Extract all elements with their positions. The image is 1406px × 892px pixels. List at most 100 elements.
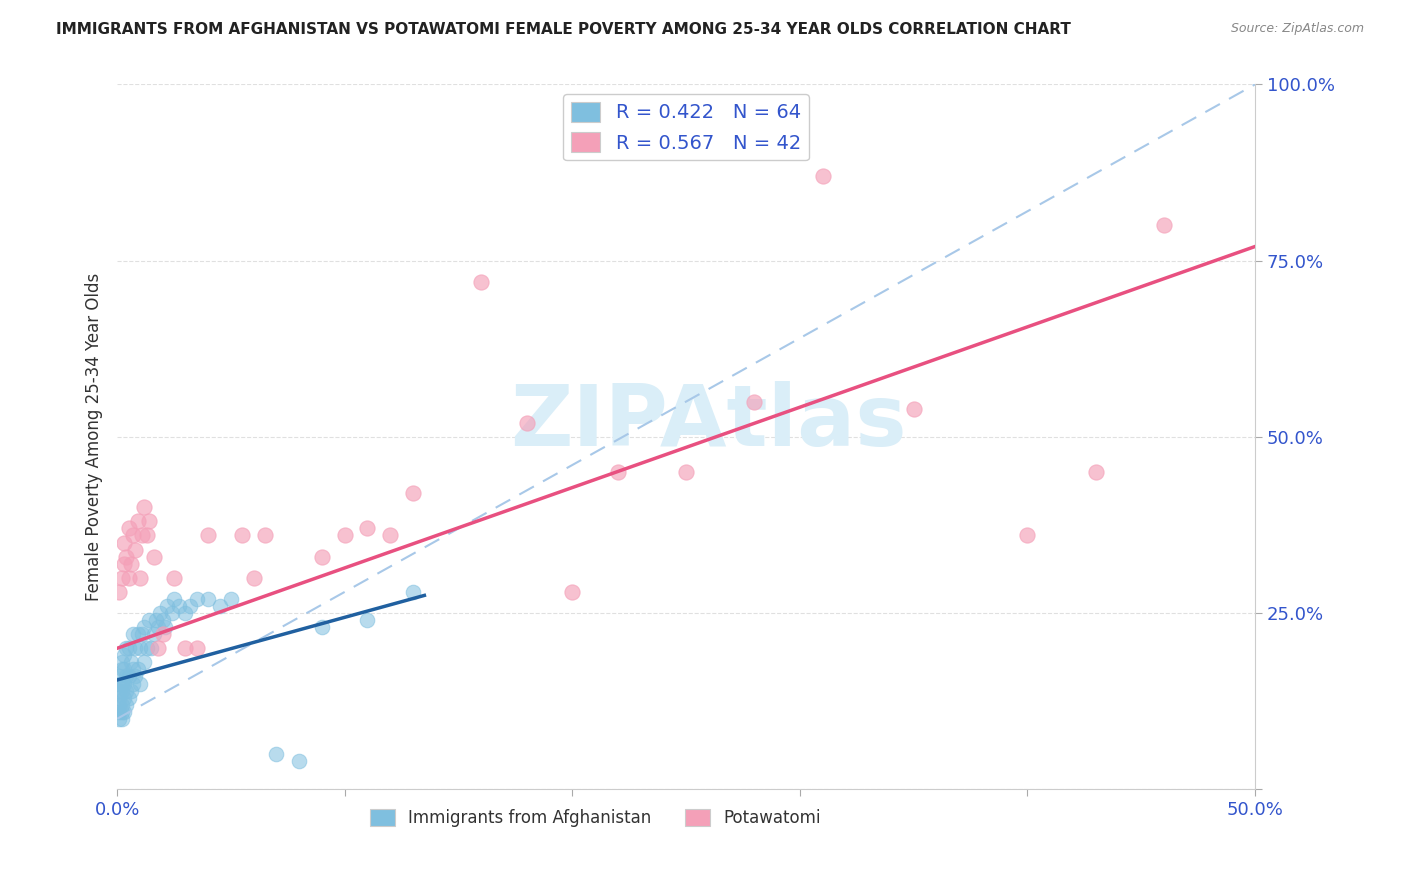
Point [120, 683, 142, 698]
Point [122, 662, 145, 676]
Point [152, 613, 174, 627]
Point [108, 712, 131, 726]
Point [288, 754, 311, 768]
Point [108, 690, 131, 705]
Point [108, 705, 131, 719]
Point [111, 662, 134, 676]
Point [122, 528, 145, 542]
Point [111, 656, 134, 670]
Point [333, 528, 356, 542]
Point [380, 528, 402, 542]
Point [174, 641, 197, 656]
Point [112, 676, 135, 690]
Point [124, 669, 146, 683]
Y-axis label: Female Poverty Among 25-34 Year Olds: Female Poverty Among 25-34 Year Olds [86, 273, 103, 601]
Point [138, 613, 160, 627]
Point [1017, 528, 1039, 542]
Point [156, 599, 179, 613]
Point [115, 698, 138, 712]
Point [145, 613, 167, 627]
Point [115, 669, 138, 683]
Point [561, 585, 583, 599]
Point [470, 275, 492, 289]
Point [134, 500, 156, 515]
Point [111, 705, 134, 719]
Legend: Immigrants from Afghanistan, Potawatomi: Immigrants from Afghanistan, Potawatomi [363, 802, 827, 834]
Point [146, 641, 169, 656]
Point [174, 606, 197, 620]
Point [135, 641, 157, 656]
Point [266, 747, 288, 761]
Point [112, 662, 135, 676]
Point [149, 606, 172, 620]
Point [516, 416, 538, 430]
Point [115, 641, 138, 656]
Point [134, 656, 156, 670]
Point [111, 676, 134, 690]
Point [117, 690, 139, 705]
Point [219, 591, 242, 606]
Point [124, 641, 146, 656]
Text: IMMIGRANTS FROM AFGHANISTAN VS POTAWATOMI FEMALE POVERTY AMONG 25-34 YEAR OLDS C: IMMIGRANTS FROM AFGHANISTAN VS POTAWATOM… [56, 22, 1071, 37]
Point [141, 641, 163, 656]
Point [152, 627, 174, 641]
Point [135, 528, 157, 542]
Text: Source: ZipAtlas.com: Source: ZipAtlas.com [1230, 22, 1364, 36]
Point [120, 557, 142, 571]
Point [127, 515, 149, 529]
Point [134, 620, 156, 634]
Point [402, 585, 425, 599]
Point [111, 683, 134, 698]
Point [112, 690, 135, 705]
Point [1153, 219, 1175, 233]
Point [115, 683, 138, 698]
Point [112, 557, 135, 571]
Point [117, 641, 139, 656]
Point [124, 542, 146, 557]
Point [115, 549, 138, 564]
Point [903, 401, 925, 416]
Point [108, 676, 131, 690]
Point [127, 662, 149, 676]
Point [186, 641, 208, 656]
Point [122, 676, 145, 690]
Point [197, 528, 219, 542]
Point [254, 528, 277, 542]
Point [108, 683, 131, 698]
Point [117, 521, 139, 535]
Point [675, 465, 697, 479]
Point [231, 528, 253, 542]
Point [129, 676, 152, 690]
Point [356, 521, 378, 535]
Point [242, 571, 264, 585]
Point [153, 620, 176, 634]
Point [163, 571, 186, 585]
Point [112, 648, 135, 663]
Point [208, 599, 231, 613]
Point [402, 486, 425, 500]
Point [186, 591, 208, 606]
Point [127, 627, 149, 641]
Point [129, 641, 152, 656]
Point [131, 627, 153, 641]
Point [160, 606, 183, 620]
Point [111, 571, 134, 585]
Point [117, 669, 139, 683]
Point [311, 620, 333, 634]
Text: ZIPAtlas: ZIPAtlas [510, 381, 907, 464]
Point [811, 169, 834, 183]
Point [120, 656, 142, 670]
Point [108, 585, 131, 599]
Point [142, 549, 165, 564]
Point [163, 591, 186, 606]
Point [117, 571, 139, 585]
Point [129, 571, 152, 585]
Point [112, 705, 135, 719]
Point [744, 394, 766, 409]
Point [311, 549, 333, 564]
Point [112, 535, 135, 549]
Point [356, 613, 378, 627]
Point [167, 599, 190, 613]
Point [1084, 465, 1107, 479]
Point [142, 627, 165, 641]
